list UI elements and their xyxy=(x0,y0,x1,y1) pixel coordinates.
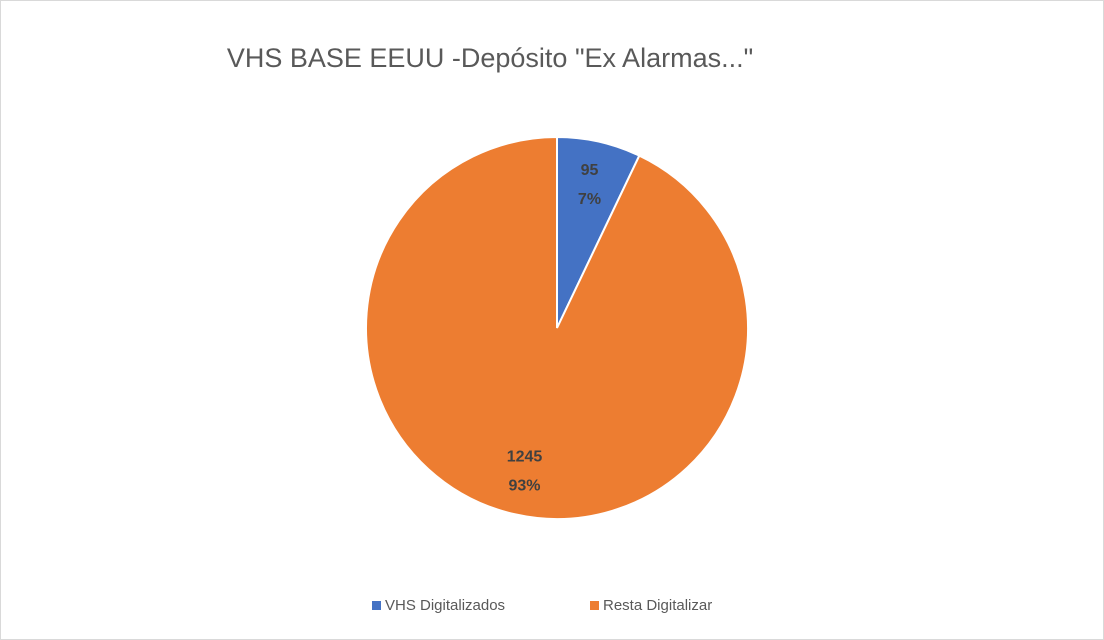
chart-title: VHS BASE EEUU -Depósito "Ex Alarmas..." xyxy=(227,43,753,73)
legend-label: Resta Digitalizar xyxy=(603,597,712,614)
percent-label: 7% xyxy=(578,191,601,208)
data-label: 1245 xyxy=(507,449,543,466)
legend-swatch xyxy=(590,601,599,610)
pie-slice xyxy=(365,135,749,520)
percent-label: 93% xyxy=(508,478,540,495)
legend-swatch xyxy=(372,601,381,610)
legend-label: VHS Digitalizados xyxy=(385,597,505,614)
data-label: 95 xyxy=(581,162,599,179)
